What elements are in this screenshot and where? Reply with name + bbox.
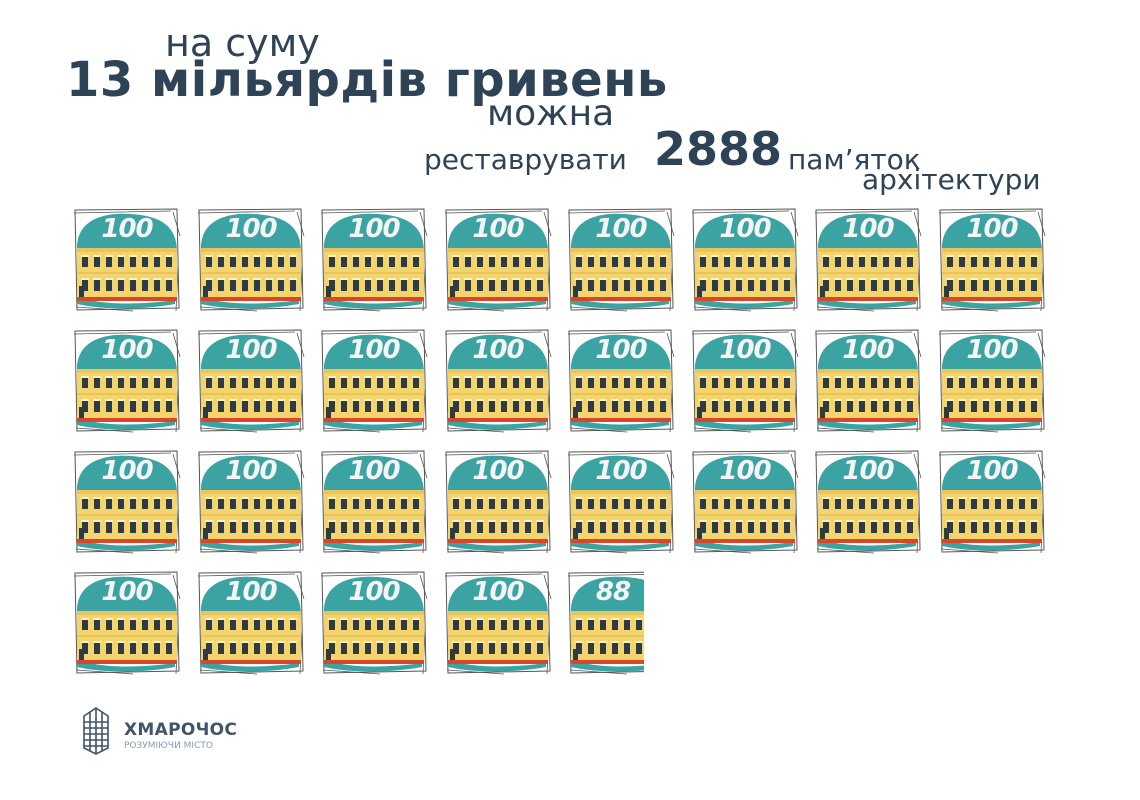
- monument-count-label: 100: [348, 335, 400, 365]
- monument-icon: 100: [814, 208, 922, 312]
- monument-icon: 100: [444, 329, 552, 433]
- monument-icon: 100: [444, 450, 552, 554]
- monument-count-label: 100: [472, 214, 524, 244]
- monument-icon: 100: [73, 450, 181, 554]
- monument-icon: 100: [197, 208, 305, 312]
- headline-line-5: архітектури: [862, 163, 1041, 196]
- monument-icon: 100: [197, 571, 305, 675]
- monument-count-label: 100: [842, 335, 894, 365]
- monument-count-label: 100: [348, 456, 400, 486]
- monument-icon: 100: [938, 208, 1046, 312]
- monument-count-label: 100: [225, 214, 277, 244]
- monument-icon: 100: [691, 208, 799, 312]
- monument-icon: 100: [320, 450, 428, 554]
- headline-noun: пам’яток: [788, 143, 921, 176]
- monument-count-label: 100: [966, 335, 1018, 365]
- monument-count-label: 100: [966, 214, 1018, 244]
- headline-count: 2888: [654, 122, 783, 176]
- monument-icon: 100: [938, 329, 1046, 433]
- monument-icon: 100: [197, 450, 305, 554]
- headline-line-1: на суму: [165, 21, 320, 65]
- monument-count-label: 100: [595, 456, 647, 486]
- monument-icon-partial: 88: [567, 571, 644, 675]
- monument-count-label: 100: [225, 456, 277, 486]
- monument-count-label: 100: [842, 456, 894, 486]
- monument-count-label: 100: [966, 456, 1018, 486]
- monument-count-label: 100: [348, 214, 400, 244]
- monument-count-label: 100: [719, 335, 771, 365]
- monument-icon: 100: [814, 450, 922, 554]
- monument-icon: 100: [73, 208, 181, 312]
- monument-icon: 100: [320, 329, 428, 433]
- monument-count-label: 100: [101, 456, 153, 486]
- monument-icon: 100: [73, 329, 181, 433]
- monument-count-label: 100: [101, 214, 153, 244]
- skyscraper-icon: [83, 707, 109, 755]
- monument-icon: 100: [814, 329, 922, 433]
- monument-icon: 100: [691, 450, 799, 554]
- monument-count-label: 100: [595, 214, 647, 244]
- monument-count-label: 100: [472, 335, 524, 365]
- headline-amount: 13 мільярдів гривень: [66, 52, 668, 108]
- monument-count-label: 100: [719, 456, 771, 486]
- monument-icon: 100: [444, 571, 552, 675]
- monument-icon: 100: [73, 571, 181, 675]
- monument-count-label: 100: [101, 335, 153, 365]
- monument-count-label: 100: [348, 577, 400, 607]
- logo-name: ХМАРОЧОС: [124, 720, 238, 740]
- monument-icon: 100: [320, 571, 428, 675]
- monument-count-label: 100: [472, 577, 524, 607]
- monument-count-label: 88: [595, 577, 631, 607]
- headline-verb: реставрувати: [424, 143, 627, 176]
- headline-line-3: можна: [487, 93, 615, 134]
- monument-count-label: 100: [595, 335, 647, 365]
- monument-count-label: 100: [719, 214, 771, 244]
- monuments-icon-grid: 100 100 100 100 100 100 100 100 100 100 100 100 100 1…: [73, 208, 1063, 688]
- monument-count-label: 100: [225, 577, 277, 607]
- monument-icon: 100: [320, 208, 428, 312]
- monument-count-label: 100: [225, 335, 277, 365]
- monument-count-label: 100: [101, 577, 153, 607]
- monument-icon: 100: [567, 208, 675, 312]
- monument-count-label: 100: [472, 456, 524, 486]
- monument-icon: 100: [938, 450, 1046, 554]
- monument-count-label: 100: [842, 214, 894, 244]
- logo-tagline: РОЗУМІЮЧИ МІСТО: [124, 741, 213, 751]
- monument-icon: 100: [444, 208, 552, 312]
- monument-icon: 100: [197, 329, 305, 433]
- monument-icon: 100: [691, 329, 799, 433]
- logo: ХМАРОЧОС РОЗУМІЮЧИ МІСТО: [76, 706, 276, 756]
- monument-icon: 100: [567, 450, 675, 554]
- monument-icon: 100: [567, 329, 675, 433]
